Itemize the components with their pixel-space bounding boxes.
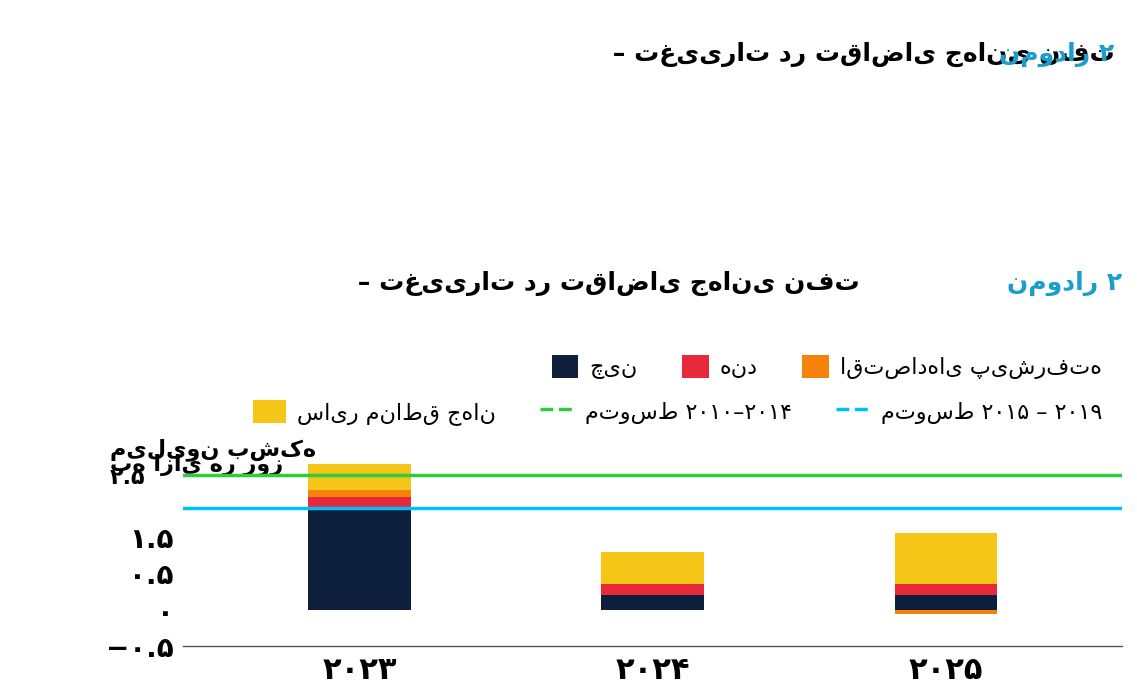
Bar bbox=[895, 584, 997, 595]
Text: ۲.۵: ۲.۵ bbox=[110, 468, 146, 488]
Bar bbox=[601, 584, 704, 595]
Bar bbox=[601, 595, 704, 610]
Bar bbox=[308, 497, 410, 508]
Bar bbox=[895, 610, 997, 613]
Text: میلیون بشکه: میلیون بشکه bbox=[110, 439, 316, 461]
Bar bbox=[895, 533, 997, 584]
Bar bbox=[895, 595, 997, 610]
Bar bbox=[308, 490, 410, 497]
Text: – تغییرات در تقاضای جهانی نفت: – تغییرات در تقاضای جهانی نفت bbox=[604, 42, 1114, 67]
Bar bbox=[308, 464, 410, 490]
Text: – تغییرات در تقاضای جهانی نفت: – تغییرات در تقاضای جهانی نفت bbox=[349, 272, 860, 296]
Legend: سایر مناطق جهان, متوسط ۲۰۱۰–۲۰۱۴, متوسط ۲۰۱۵ – ۲۰۱۹: سایر مناطق جهان, متوسط ۲۰۱۰–۲۰۱۴, متوسط … bbox=[243, 391, 1111, 433]
Text: نمودار ۲: نمودار ۲ bbox=[999, 42, 1114, 67]
Bar bbox=[308, 508, 410, 610]
Text: نمودار ۲: نمودار ۲ bbox=[1007, 272, 1122, 296]
Bar bbox=[601, 552, 704, 584]
Text: به ازای هر روز: به ازای هر روز bbox=[110, 454, 283, 476]
